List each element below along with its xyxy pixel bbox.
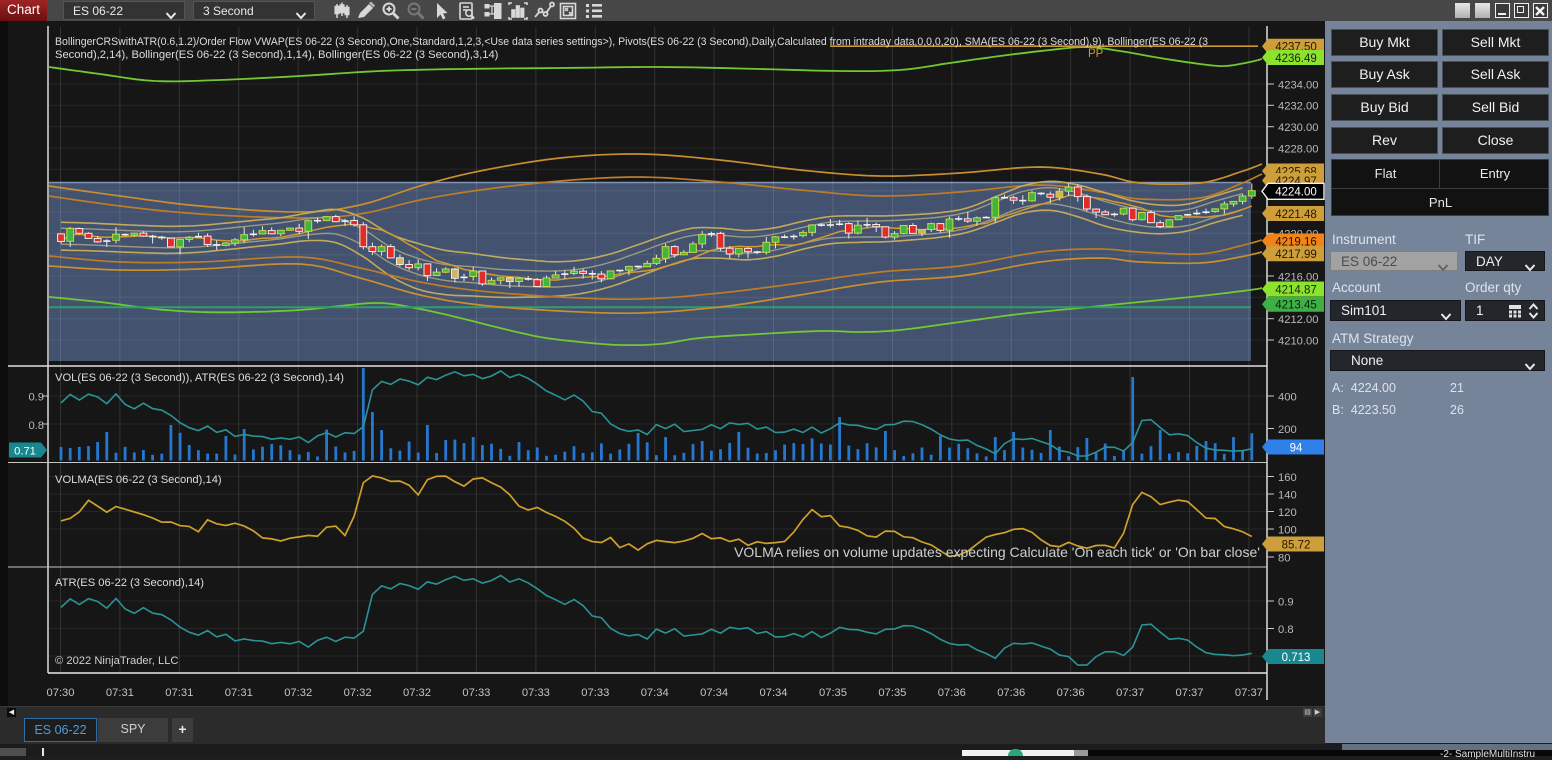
svg-text:07:34: 07:34	[760, 687, 788, 699]
svg-text:Second),2,14), Bollinger(ES 06: Second),2,14), Bollinger(ES 06-22 (3 Sec…	[55, 49, 499, 61]
svg-text:0.9: 0.9	[28, 391, 44, 403]
svg-text:© 2022 NinjaTrader, LLC: © 2022 NinjaTrader, LLC	[55, 655, 179, 667]
svg-text:07:35: 07:35	[878, 687, 906, 699]
svg-text:4210.00: 4210.00	[1278, 335, 1318, 347]
svg-text:4212.00: 4212.00	[1278, 314, 1318, 326]
svg-text:07:32: 07:32	[344, 687, 372, 699]
svg-text:0.9: 0.9	[1278, 596, 1294, 608]
svg-text:07:36: 07:36	[1057, 687, 1085, 699]
svg-text:4230.00: 4230.00	[1278, 122, 1318, 134]
svg-text:PP: PP	[1088, 48, 1104, 60]
svg-text:4217.99: 4217.99	[1275, 249, 1317, 261]
svg-text:4224.00: 4224.00	[1275, 187, 1317, 199]
svg-text:85.72: 85.72	[1282, 539, 1311, 551]
svg-text:0.71: 0.71	[14, 445, 36, 457]
svg-text:0.8: 0.8	[28, 420, 44, 432]
svg-text:VOLMA relies on volume updates: VOLMA relies on volume updates expecting…	[734, 544, 1260, 560]
svg-text:07:31: 07:31	[225, 687, 253, 699]
svg-text:07:37: 07:37	[1116, 687, 1144, 699]
svg-text:4228.00: 4228.00	[1278, 143, 1318, 155]
svg-text:VOLMA(ES 06-22 (3 Second),14): VOLMA(ES 06-22 (3 Second),14)	[55, 474, 222, 486]
svg-text:07:32: 07:32	[284, 687, 312, 699]
svg-text:07:37: 07:37	[1235, 687, 1263, 699]
svg-text:07:37: 07:37	[1176, 687, 1204, 699]
svg-text:200: 200	[1278, 424, 1297, 436]
svg-text:100: 100	[1278, 524, 1297, 536]
svg-text:4216.00: 4216.00	[1278, 271, 1318, 283]
svg-text:BollingerCRSwithATR(0.6,1.2)/O: BollingerCRSwithATR(0.6,1.2)/Order Flow …	[55, 36, 1208, 48]
svg-text:4221.48: 4221.48	[1275, 209, 1317, 221]
svg-text:120: 120	[1278, 507, 1297, 519]
svg-text:07:36: 07:36	[938, 687, 966, 699]
svg-text:07:35: 07:35	[819, 687, 847, 699]
svg-text:4236.49: 4236.49	[1275, 53, 1317, 65]
svg-text:07:36: 07:36	[997, 687, 1025, 699]
svg-text:07:31: 07:31	[165, 687, 193, 699]
svg-text:160: 160	[1278, 472, 1297, 484]
svg-text:80: 80	[1278, 552, 1290, 564]
svg-text:400: 400	[1278, 391, 1297, 403]
svg-text:07:33: 07:33	[522, 687, 550, 699]
svg-text:0.8: 0.8	[1278, 624, 1294, 636]
svg-text:07:31: 07:31	[106, 687, 134, 699]
svg-text:94: 94	[1290, 442, 1303, 454]
svg-text:4214.87: 4214.87	[1275, 284, 1317, 296]
svg-text:07:32: 07:32	[403, 687, 431, 699]
svg-text:4234.00: 4234.00	[1278, 79, 1318, 91]
svg-text:4232.00: 4232.00	[1278, 101, 1318, 113]
svg-text:07:30: 07:30	[47, 687, 75, 699]
svg-text:140: 140	[1278, 489, 1297, 501]
svg-text:4219.16: 4219.16	[1275, 236, 1317, 248]
svg-text:ATR(ES 06-22 (3 Second),14): ATR(ES 06-22 (3 Second),14)	[55, 577, 204, 589]
svg-text:07:34: 07:34	[641, 687, 669, 699]
svg-text:07:33: 07:33	[581, 687, 609, 699]
svg-text:07:33: 07:33	[462, 687, 490, 699]
svg-text:07:34: 07:34	[700, 687, 728, 699]
svg-text:0.713: 0.713	[1282, 652, 1311, 664]
svg-text:VOL(ES 06-22 (3 Second)), ATR(: VOL(ES 06-22 (3 Second)), ATR(ES 06-22 (…	[55, 372, 344, 384]
svg-text:4213.45: 4213.45	[1275, 300, 1317, 312]
